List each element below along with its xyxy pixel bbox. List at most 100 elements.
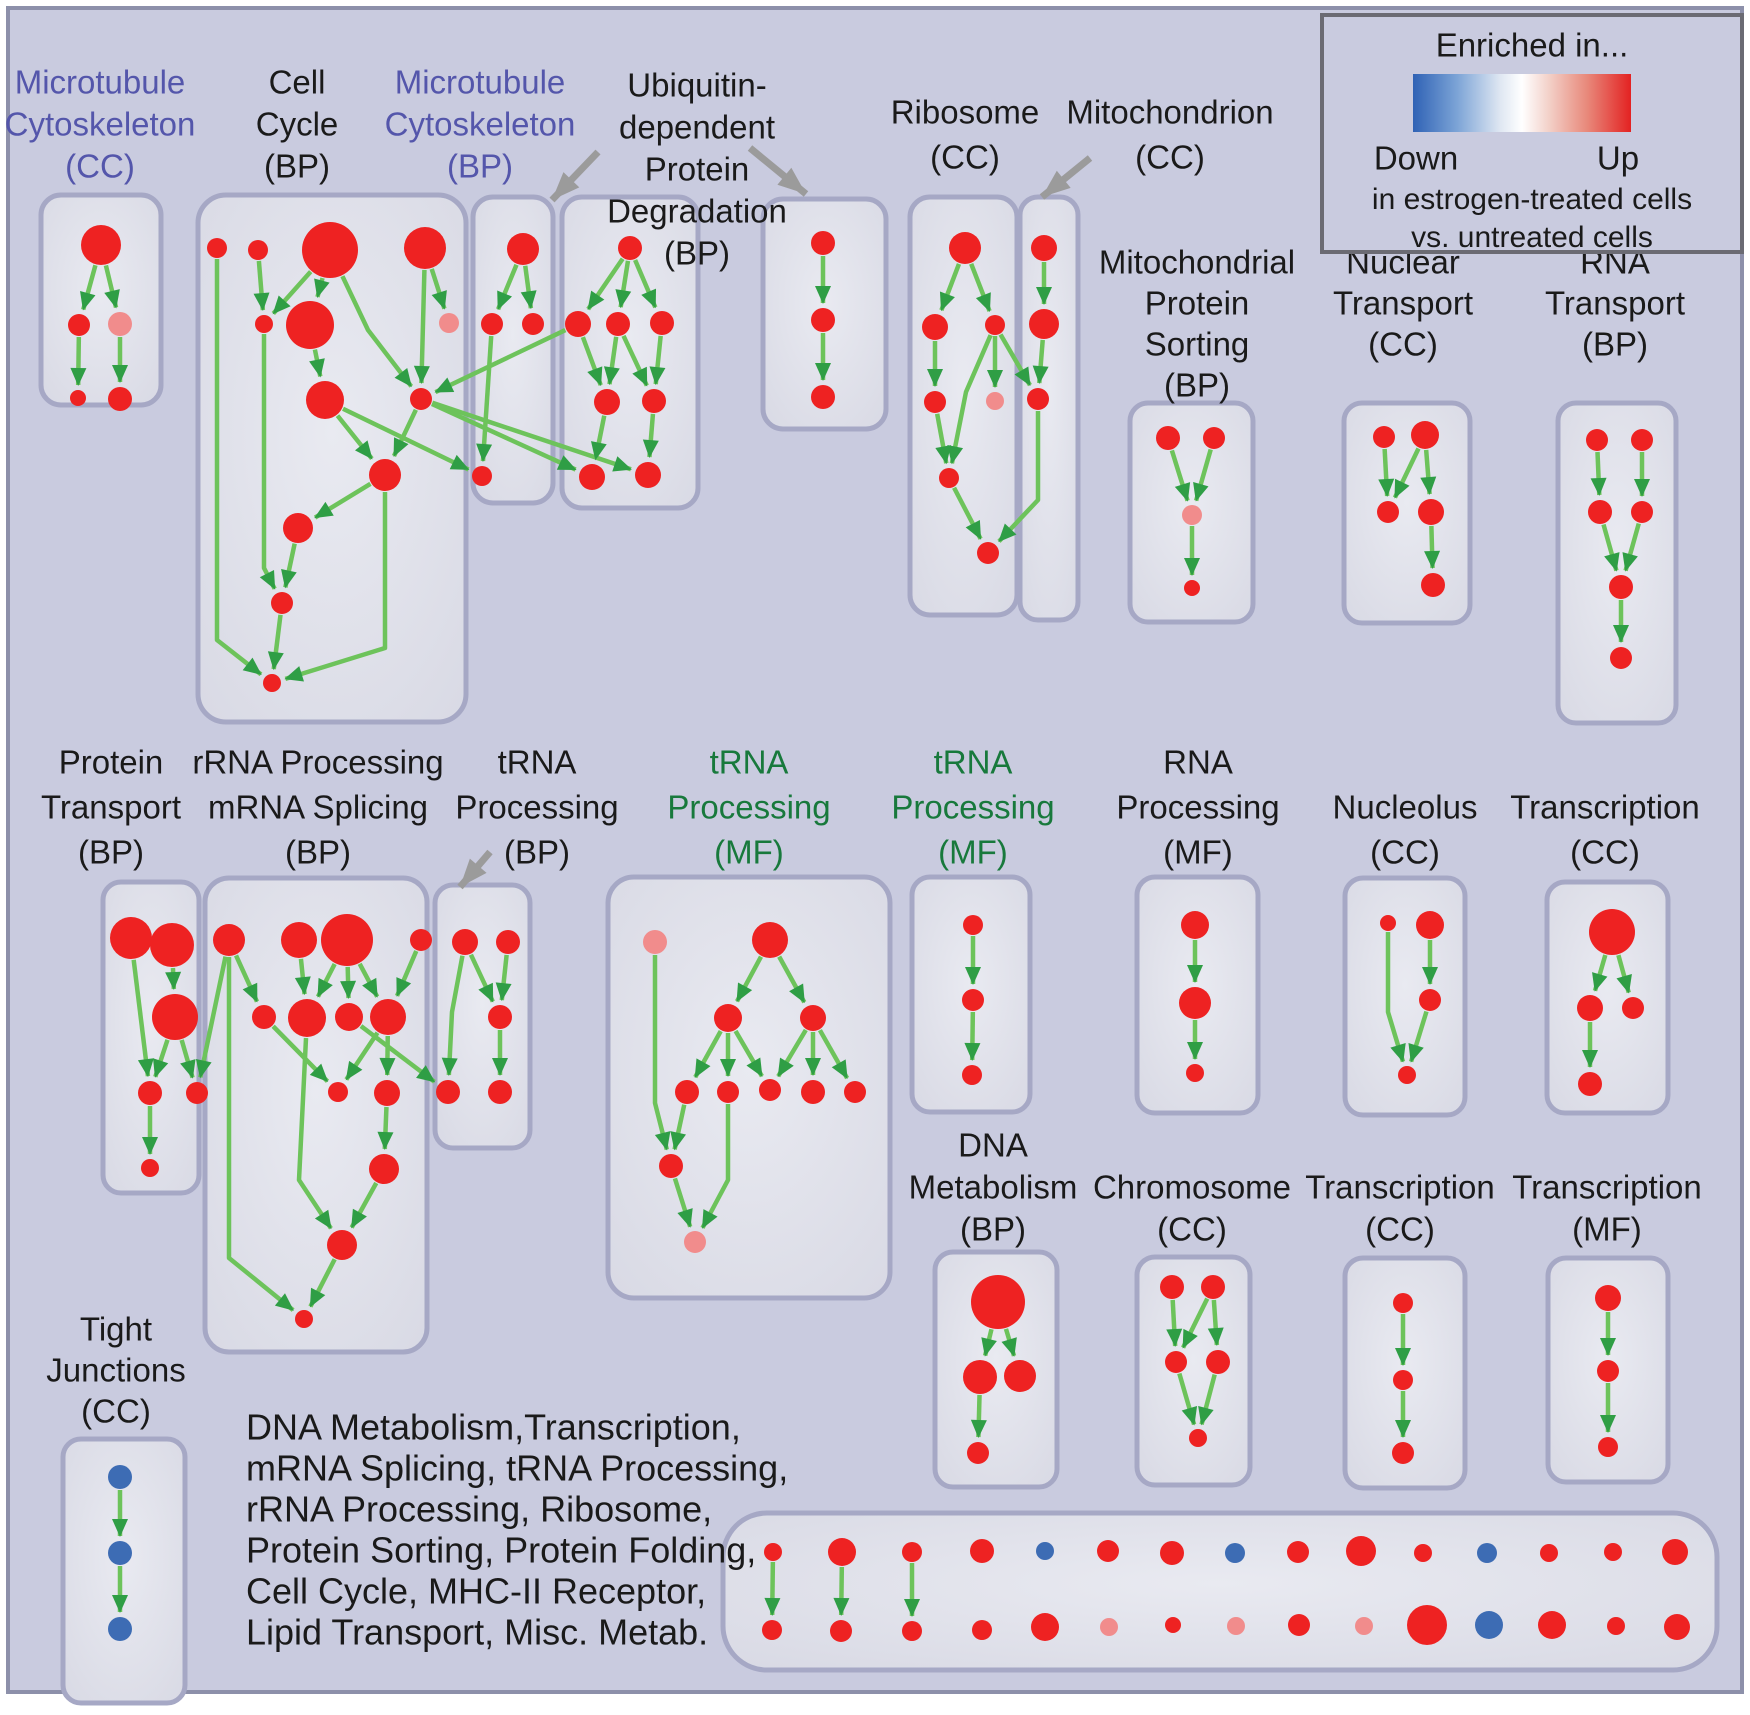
edge-c10-c11 [313, 481, 372, 520]
node-q1-red [213, 924, 245, 956]
node-t4-red [1631, 501, 1653, 523]
node-c13-red [263, 674, 281, 692]
cluster-label-line: Cell [269, 64, 326, 101]
cluster-box-transcription-cc-mid [1544, 879, 1671, 1116]
node-fr-red [800, 1005, 826, 1031]
cluster-label-line: (CC) [81, 1393, 151, 1430]
misc-categories-note-line: DNA Metabolism,Transcription, [246, 1407, 741, 1448]
node-p4-red [138, 1081, 162, 1105]
cluster-label-line: Junctions [46, 1352, 185, 1389]
node-g3-red [962, 1065, 982, 1085]
cluster-label-nucleolus: Nucleolus (CC) [1333, 789, 1478, 871]
node-n3-red [1377, 501, 1399, 523]
cluster-label-line: (BP) [1164, 367, 1230, 404]
edge-q1-z3 [226, 957, 295, 1312]
cluster-label-line: dependent [619, 109, 775, 146]
edge-f2-fq [700, 1104, 731, 1229]
node-s4-red [1184, 580, 1200, 596]
node-j1-blue [108, 1465, 132, 1489]
cluster-label-line: tRNA [710, 744, 789, 781]
edge-u1-u3 [615, 260, 632, 309]
legend-box [1320, 13, 1744, 254]
node-g2-red [962, 989, 984, 1011]
edge-q2-q6 [294, 958, 311, 996]
trna-bp-arrow [457, 849, 493, 890]
edge-n2-n4 [1420, 449, 1437, 496]
node-t6-red [1610, 647, 1632, 669]
node-t2-red [1631, 429, 1653, 451]
cluster-label-line: Chromosome [1093, 1169, 1291, 1206]
edge-fm-fq [672, 1177, 693, 1228]
node-fp-pink [643, 930, 667, 954]
edge-c9-m4 [342, 406, 470, 472]
node-wa12-blue [1477, 1543, 1497, 1563]
edge-m1-m2 [496, 263, 519, 311]
node-x3-red [1622, 997, 1644, 1019]
node-wb10-pink [1355, 1617, 1373, 1635]
edge-r1-r3 [969, 263, 992, 312]
node-j3-blue [108, 1617, 132, 1641]
node-wb4-red [972, 1620, 992, 1640]
edge-mo3-r7 [997, 411, 1041, 543]
node-q5-red [252, 1005, 276, 1029]
cluster-label-line: Microtubule [395, 64, 566, 101]
node-n5-red [1421, 573, 1445, 597]
cluster-label-line: Processing [1116, 789, 1279, 826]
node-d1-red [971, 1275, 1025, 1329]
node-wa3-red [902, 1542, 922, 1562]
cluster-label-line: rRNA Processing [192, 744, 443, 781]
edge-x1-x3 [1616, 954, 1632, 994]
edge-c3-c6 [314, 277, 330, 298]
node-x1-red [1589, 909, 1635, 955]
edge-u3-u6 [621, 334, 649, 387]
cluster-label-mito-protein-sorting: Mitochondrial Protein Sorting (BP) [1099, 244, 1295, 404]
edge-u4-u6 [649, 335, 666, 386]
edge-u6-u8 [642, 413, 659, 459]
edge-bt1-bb1 [441, 955, 465, 1077]
edge-q4-q8 [394, 950, 419, 997]
node-v2-red [811, 308, 835, 332]
node-wa15-red [1662, 1539, 1688, 1565]
edge-z1-z2 [349, 1181, 379, 1229]
cluster-label-line: (BP) [1582, 326, 1648, 363]
edge-q8-w1 [344, 1031, 380, 1081]
cluster-label-line: (CC) [1135, 139, 1205, 176]
edge-e3-e5 [1177, 1372, 1198, 1426]
cluster-label-line: tRNA [934, 744, 1013, 781]
cluster-label-line: (BP) [447, 148, 513, 185]
node-p1-red [110, 917, 152, 959]
node-h3-red [1186, 1064, 1204, 1082]
cluster-label-line: (MF) [938, 834, 1008, 871]
node-f3-red [759, 1079, 781, 1101]
cluster-label-tight-junctions: Tight Junctions (CC) [46, 1311, 185, 1430]
cluster-label-line: tRNA [498, 744, 577, 781]
edge-m1-m3 [520, 265, 537, 310]
node-mz2-red [1597, 1360, 1619, 1382]
node-y2-red [1393, 1370, 1413, 1390]
cluster-label-transcription-cc-bottom: Transcription (CC) [1305, 1169, 1495, 1248]
edge-fg-fr [777, 955, 807, 1004]
edge-u1-u4 [633, 259, 658, 309]
edge-d1-d3 [1001, 1328, 1017, 1357]
edge-t3-t5 [1601, 523, 1620, 572]
edge-r3-r6 [947, 334, 993, 465]
cluster-label-line: (CC) [1365, 1211, 1435, 1248]
cluster-label-rna-processing-mf: RNA Processing (MF) [1116, 744, 1279, 871]
edge-w2-z1 [377, 1106, 394, 1151]
cluster-label-line: Transcription [1510, 789, 1700, 826]
cluster-box-chromosome [1134, 1254, 1253, 1488]
edge-r3-mo3 [998, 333, 1032, 387]
legend-up-label: Up [1597, 140, 1639, 177]
edge-a1-a2 [80, 264, 98, 311]
node-bb2-red [488, 1080, 512, 1104]
ubiquitin-left-arrow [549, 149, 601, 203]
cluster-label-line: DNA [958, 1127, 1028, 1164]
node-j2-blue [108, 1541, 132, 1565]
cluster-label-line: mRNA Splicing [208, 789, 428, 826]
node-fl-red [714, 1004, 742, 1032]
node-q3-red [321, 914, 373, 966]
edge-bt2-bm [495, 954, 512, 1002]
node-p2-red [150, 923, 194, 967]
node-wb2-red [830, 1620, 852, 1642]
edge-u2-c8 [434, 328, 567, 395]
